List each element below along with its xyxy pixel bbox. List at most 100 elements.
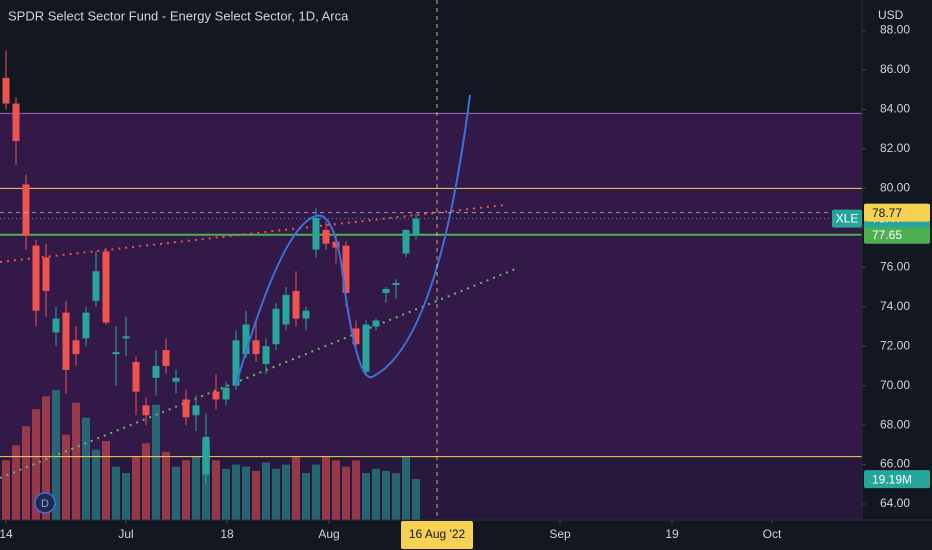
crosshair-y-bg bbox=[864, 203, 930, 222]
candle-body bbox=[232, 340, 240, 386]
y-tick-label: 76.00 bbox=[880, 259, 910, 273]
volume-bar bbox=[232, 464, 240, 520]
volume-label-bg bbox=[864, 470, 930, 489]
candle-body bbox=[372, 320, 380, 327]
chart-title: SPDR Select Sector Fund - Energy Select … bbox=[8, 8, 349, 23]
volume-bar bbox=[2, 460, 10, 520]
y-tick-label: 84.00 bbox=[880, 102, 910, 116]
price-axis bbox=[862, 0, 932, 550]
candle-body bbox=[252, 340, 260, 355]
crosshair-y-label: 78.77 bbox=[872, 206, 902, 220]
x-tick-label: Oct bbox=[763, 527, 782, 541]
dividend-icon[interactable] bbox=[34, 492, 56, 514]
volume-bar bbox=[242, 466, 250, 520]
candle-body bbox=[72, 340, 80, 355]
candle-body bbox=[212, 391, 220, 400]
candle-body bbox=[112, 352, 120, 355]
volume-bar bbox=[82, 417, 90, 520]
candle-body bbox=[182, 399, 190, 418]
volume-bar bbox=[132, 456, 140, 520]
candle-body bbox=[2, 77, 10, 104]
volume-bar bbox=[102, 441, 110, 520]
candle-body bbox=[402, 229, 410, 254]
candle-body bbox=[32, 245, 40, 311]
volume-bar bbox=[212, 460, 220, 520]
candle-body bbox=[352, 328, 360, 345]
volume-bar bbox=[142, 443, 150, 520]
candle-body bbox=[412, 218, 420, 236]
candle-body bbox=[332, 241, 340, 248]
x-tick-label: Jul bbox=[118, 527, 133, 541]
crosshair-x-bg bbox=[401, 521, 473, 549]
volume-bar bbox=[332, 460, 340, 520]
candle-body bbox=[222, 387, 230, 400]
x-tick-label: 14 bbox=[0, 527, 13, 541]
volume-bar bbox=[22, 426, 30, 520]
volume-bar bbox=[382, 470, 390, 520]
crosshair-x-label: 16 Aug '22 bbox=[409, 527, 466, 541]
price-label-bg bbox=[864, 225, 930, 244]
curve-drawing bbox=[235, 94, 471, 386]
volume-bar bbox=[402, 456, 410, 520]
volume-bar bbox=[152, 404, 160, 520]
candle-body bbox=[242, 324, 250, 355]
symbol-label: XLE bbox=[836, 212, 859, 226]
candle-body bbox=[152, 365, 160, 378]
volume-bar bbox=[322, 456, 330, 520]
volume-bar bbox=[52, 389, 60, 520]
currency: USD bbox=[878, 8, 904, 22]
volume-bar bbox=[392, 473, 400, 520]
volume-bar bbox=[262, 462, 270, 520]
candle-body bbox=[302, 310, 310, 319]
volume-bar bbox=[292, 456, 300, 520]
y-tick-label: 80.00 bbox=[880, 181, 910, 195]
candle-body bbox=[142, 405, 150, 416]
volume-label: 19.19M bbox=[872, 472, 912, 486]
volume-bar bbox=[182, 460, 190, 520]
candle-body bbox=[162, 350, 170, 366]
candle-body bbox=[122, 336, 130, 339]
candle-body bbox=[272, 308, 280, 345]
candle-body bbox=[62, 312, 70, 370]
volume-bar bbox=[42, 396, 50, 520]
y-tick-label: 74.00 bbox=[880, 299, 910, 313]
plot-background bbox=[0, 0, 862, 520]
y-tick-label: 72.00 bbox=[880, 338, 910, 352]
volume-bar bbox=[272, 468, 280, 520]
y-tick-label: 66.00 bbox=[880, 457, 910, 471]
volume-bar bbox=[302, 473, 310, 520]
candle-body bbox=[82, 312, 90, 339]
volume-bar bbox=[312, 464, 320, 520]
y-tick-label: 88.00 bbox=[880, 23, 910, 37]
candle-body bbox=[392, 283, 400, 286]
dividend-icon-text[interactable]: D bbox=[41, 498, 49, 510]
candle-body bbox=[262, 346, 270, 364]
candle-body bbox=[92, 271, 100, 301]
symbol-label-bg bbox=[832, 209, 862, 228]
candle-body bbox=[52, 318, 60, 333]
candle-body bbox=[102, 251, 110, 323]
volume-bar bbox=[62, 434, 70, 520]
candle-body bbox=[322, 229, 330, 244]
candle-body bbox=[282, 294, 290, 325]
candle-body bbox=[362, 324, 370, 372]
volume-bar bbox=[32, 409, 40, 520]
candle-body bbox=[292, 290, 300, 319]
candle-body bbox=[22, 184, 30, 236]
x-tick-label: Aug bbox=[318, 527, 339, 541]
candle-body bbox=[342, 245, 350, 293]
volume-bar bbox=[342, 466, 350, 520]
candle-body bbox=[12, 103, 20, 142]
volume-bar bbox=[12, 445, 20, 520]
price-label: 77.65 bbox=[872, 228, 902, 242]
volume-bar bbox=[362, 473, 370, 520]
volume-bar bbox=[162, 451, 170, 520]
volume-bar bbox=[252, 470, 260, 520]
volume-bar bbox=[72, 402, 80, 520]
volume-bar bbox=[352, 460, 360, 520]
volume-bar bbox=[222, 468, 230, 520]
x-tick-label: 19 bbox=[665, 527, 679, 541]
y-tick-label: 86.00 bbox=[880, 62, 910, 76]
x-tick-label: Sep bbox=[549, 527, 571, 541]
volume-bar bbox=[112, 466, 120, 520]
